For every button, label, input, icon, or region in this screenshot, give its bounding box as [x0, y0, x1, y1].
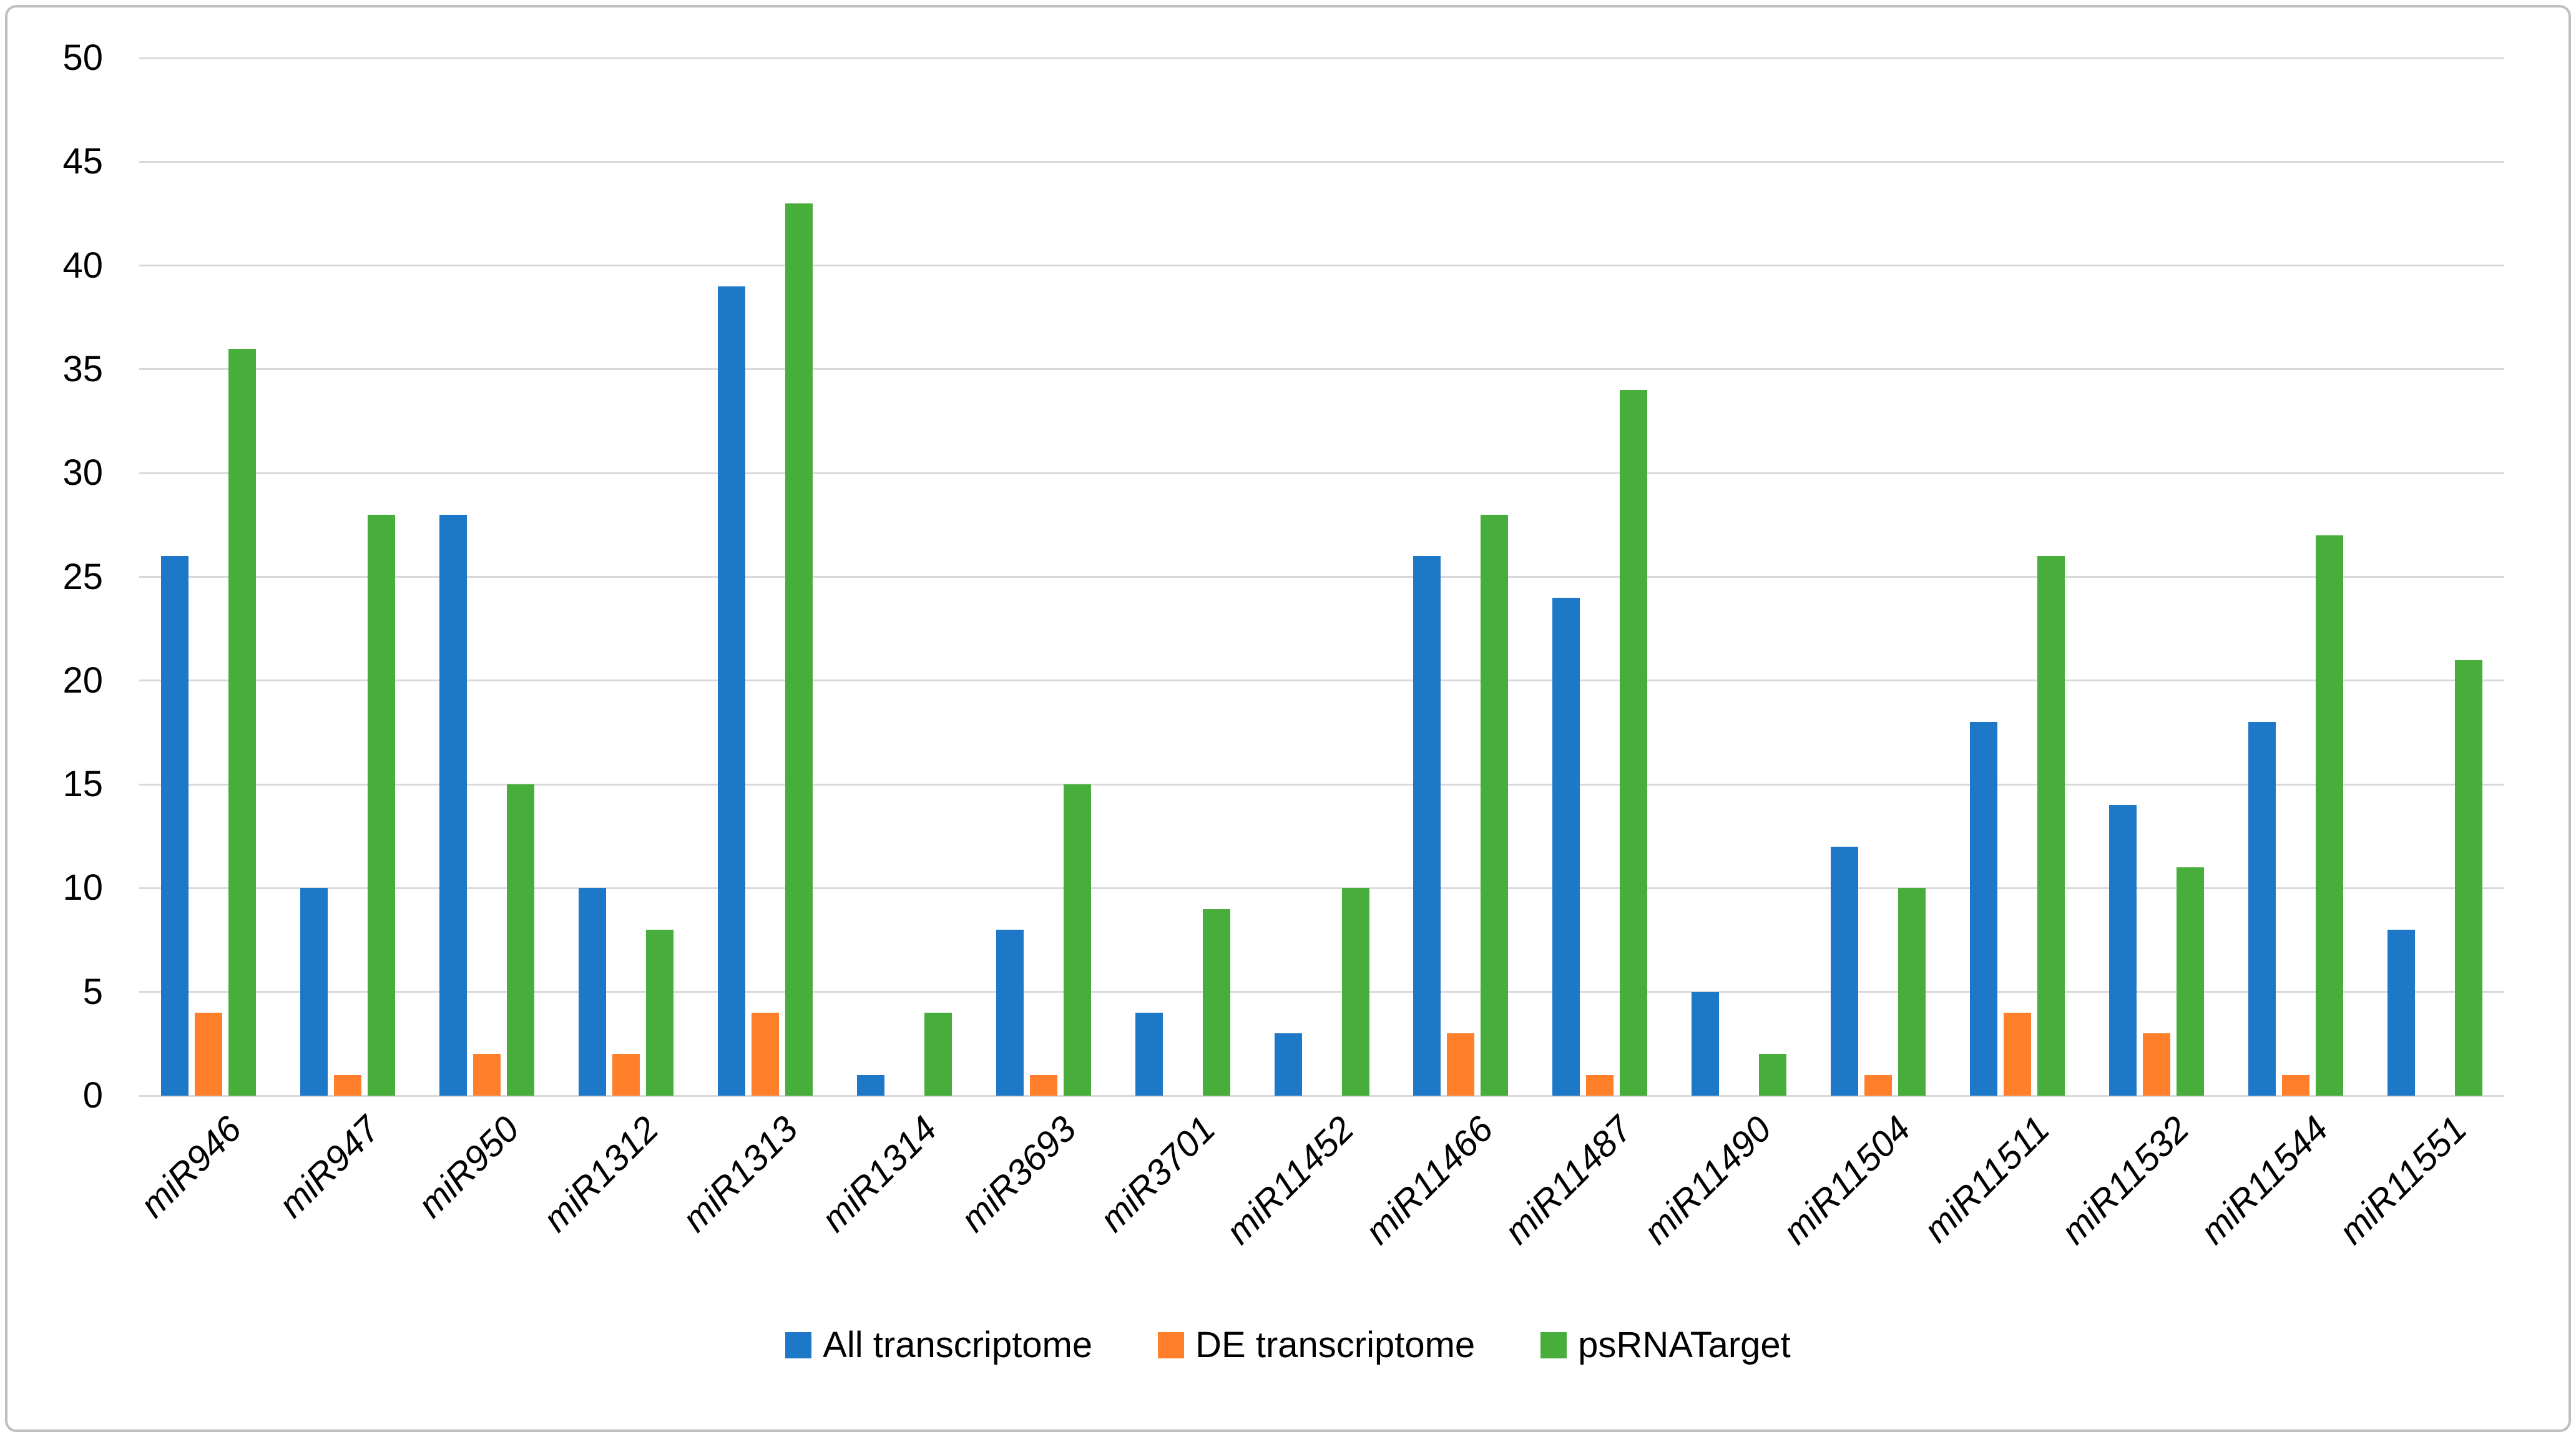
- gridline-y-25: [139, 576, 2504, 578]
- x-tick-label-mir11504: miR11504: [1775, 1108, 1919, 1252]
- bar-psrnatarget-mir1313: [785, 203, 813, 1096]
- bar-all-transcriptome-mir947: [300, 888, 328, 1096]
- x-tick-label-mir946: miR946: [132, 1108, 250, 1225]
- bar-all-transcriptome-mir11544: [2248, 722, 2276, 1096]
- y-tick-label: 30: [62, 452, 103, 494]
- bar-psrnatarget-mir11532: [2176, 867, 2204, 1096]
- bar-all-transcriptome-mir946: [161, 556, 189, 1096]
- gridline-y-0: [139, 1094, 2504, 1097]
- legend-item-psrnatarget: psRNATarget: [1540, 1327, 1791, 1364]
- y-tick-label: 20: [62, 660, 103, 701]
- gridline-y-30: [139, 472, 2504, 474]
- legend-label: DE transcriptome: [1195, 1325, 1476, 1365]
- x-tick-label-mir947: miR947: [271, 1108, 388, 1225]
- y-tick-label: 5: [82, 971, 103, 1012]
- bar-all-transcriptome-mir3701: [1135, 1012, 1163, 1096]
- y-tick-label: 15: [62, 764, 103, 805]
- legend-swatch-psrnatarget: [1540, 1332, 1567, 1358]
- legend-swatch-de-transcriptome: [1158, 1332, 1185, 1358]
- bar-all-transcriptome-mir11511: [1969, 722, 1997, 1096]
- x-tick-label-mir3701: miR3701: [1092, 1108, 1223, 1240]
- legend-swatch-all-transcriptome: [785, 1332, 812, 1358]
- x-tick-label-mir1312: miR1312: [535, 1108, 667, 1240]
- gridline-y-50: [139, 57, 2504, 59]
- bar-de-transcriptome-mir1312: [612, 1054, 640, 1096]
- legend-label: All transcriptome: [823, 1325, 1093, 1365]
- bar-all-transcriptome-mir1312: [579, 888, 607, 1096]
- x-tick-label-mir11544: miR11544: [2192, 1108, 2336, 1252]
- x-tick-label-mir11487: miR11487: [1496, 1108, 1640, 1252]
- bar-psrnatarget-mir1312: [646, 929, 674, 1096]
- bar-psrnatarget-mir11490: [1759, 1054, 1787, 1096]
- y-tick-label: 40: [62, 245, 103, 286]
- gridline-y-15: [139, 783, 2504, 786]
- bar-psrnatarget-mir946: [228, 348, 257, 1096]
- y-tick-label: 35: [62, 348, 103, 389]
- bar-de-transcriptome-mir11487: [1586, 1074, 1614, 1096]
- bar-psrnatarget-mir1314: [924, 1012, 952, 1096]
- bar-de-transcriptome-mir11466: [1447, 1033, 1475, 1096]
- x-tick-label-mir950: miR950: [410, 1108, 527, 1225]
- bar-psrnatarget-mir11504: [1898, 888, 1926, 1096]
- bar-psrnatarget-mir3693: [1063, 784, 1091, 1096]
- bar-de-transcriptome-mir11544: [2281, 1074, 2309, 1096]
- bar-psrnatarget-mir11551: [2454, 660, 2482, 1096]
- bar-psrnatarget-mir11511: [2037, 556, 2065, 1096]
- bar-psrnatarget-mir11452: [1341, 888, 1369, 1096]
- y-tick-label: 10: [62, 867, 103, 908]
- bar-all-transcriptome-mir11504: [1831, 846, 1859, 1096]
- bar-psrnatarget-mir947: [368, 514, 396, 1096]
- x-tick-label-mir11511: miR11511: [1916, 1108, 2058, 1250]
- bar-all-transcriptome-mir11551: [2387, 929, 2415, 1096]
- bar-de-transcriptome-mir946: [195, 1012, 223, 1096]
- x-tick-label-mir1314: miR1314: [813, 1108, 945, 1240]
- y-tick-label: 45: [62, 141, 103, 182]
- gridline-y-35: [139, 368, 2504, 371]
- bar-de-transcriptome-mir11504: [1864, 1074, 1893, 1096]
- legend: All transcriptome DE transcriptome psRNATa…: [0, 1327, 2576, 1364]
- bar-all-transcriptome-mir11466: [1413, 556, 1441, 1096]
- bar-de-transcriptome-mir11532: [2142, 1033, 2170, 1096]
- y-tick-label: 25: [62, 556, 103, 597]
- bar-de-transcriptome-mir11511: [2003, 1012, 2031, 1096]
- gridline-y-20: [139, 680, 2504, 682]
- gridline-y-5: [139, 991, 2504, 993]
- bar-all-transcriptome-mir11487: [1552, 597, 1580, 1096]
- bar-psrnatarget-mir11544: [2315, 535, 2343, 1096]
- x-tick-label-mir11532: miR11532: [2053, 1108, 2197, 1252]
- x-tick-label-mir11490: miR11490: [1635, 1108, 1780, 1252]
- bar-all-transcriptome-mir1314: [856, 1074, 884, 1096]
- legend-item-de-transcriptome: DE transcriptome: [1158, 1327, 1475, 1364]
- bar-all-transcriptome-mir11452: [1274, 1033, 1302, 1096]
- bar-de-transcriptome-mir3693: [1029, 1074, 1057, 1096]
- bar-psrnatarget-mir950: [507, 784, 535, 1096]
- bar-de-transcriptome-mir1313: [751, 1012, 779, 1096]
- x-tick-label-mir11551: miR11551: [2331, 1108, 2476, 1252]
- bar-psrnatarget-mir11466: [1481, 514, 1509, 1096]
- bar-all-transcriptome-mir11532: [2108, 805, 2137, 1096]
- x-tick-label-mir3693: miR3693: [953, 1108, 1084, 1240]
- bar-de-transcriptome-mir947: [334, 1074, 362, 1096]
- bar-all-transcriptome-mir11490: [1692, 991, 1720, 1096]
- y-tick-label: 50: [62, 37, 103, 78]
- bar-psrnatarget-mir11487: [1620, 390, 1648, 1096]
- x-tick-label-mir11466: miR11466: [1358, 1108, 1501, 1252]
- gridline-y-10: [139, 887, 2504, 889]
- bar-psrnatarget-mir3701: [1202, 908, 1230, 1096]
- gridline-y-40: [139, 265, 2504, 267]
- legend-label: psRNATarget: [1578, 1325, 1791, 1365]
- x-tick-label-mir1313: miR1313: [674, 1108, 806, 1240]
- bar-all-transcriptome-mir1313: [717, 286, 745, 1096]
- x-tick-label-mir11452: miR11452: [1218, 1108, 1363, 1252]
- y-tick-label: 0: [82, 1075, 103, 1116]
- gridline-y-45: [139, 160, 2504, 163]
- bar-de-transcriptome-mir950: [473, 1054, 501, 1096]
- bar-all-transcriptome-mir3693: [996, 929, 1024, 1096]
- bar-all-transcriptome-mir950: [439, 514, 468, 1096]
- legend-item-all-transcriptome: All transcriptome: [785, 1327, 1092, 1364]
